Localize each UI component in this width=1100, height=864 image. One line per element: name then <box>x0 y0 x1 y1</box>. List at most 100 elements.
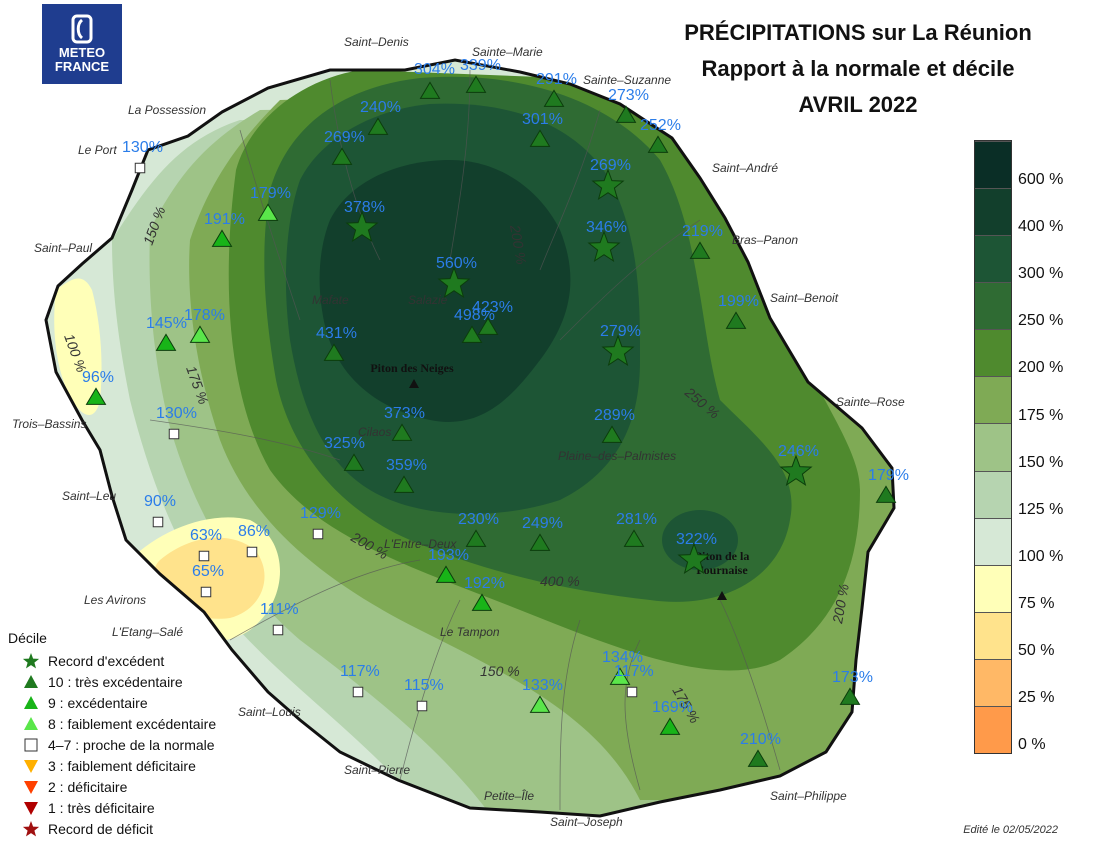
place-label: La Possession <box>128 103 206 117</box>
station-marker: 423% <box>472 299 513 335</box>
legend-triangle-up-icon <box>24 674 38 688</box>
station-marker: 193% <box>428 547 469 583</box>
legend-label: Record d'excédent <box>48 652 165 669</box>
triangle-up-icon <box>647 135 669 153</box>
colorbar-segment <box>975 658 1011 706</box>
colorbar-tick-label: 200 % <box>1018 359 1064 377</box>
square-icon <box>200 586 212 598</box>
legend-square-icon <box>24 738 38 751</box>
boundary-lines <box>149 69 781 811</box>
colorbar-tick-label: 0 % <box>1018 736 1046 754</box>
legend-label: 3 : faiblement déficitaire <box>48 757 196 774</box>
record-excedent-icon <box>587 230 621 263</box>
island-coastline <box>44 58 896 818</box>
place-label: Saint–Benoit <box>770 291 839 305</box>
legend-label: 10 : très excédentaire <box>48 673 183 690</box>
legend-item: 1 : très déficitaire <box>8 797 268 818</box>
station-value-label: 560% <box>436 255 477 272</box>
station-marker: 378% <box>344 199 385 243</box>
peak-piton-des-neiges: Piton des Neiges <box>370 361 454 388</box>
station-value-label: 289% <box>594 407 635 424</box>
station-marker: 304% <box>414 61 455 99</box>
legend-label: 1 : très déficitaire <box>48 799 155 816</box>
summit-icon <box>409 379 419 388</box>
square-icon <box>416 700 428 712</box>
station-marker: 560% <box>436 255 477 299</box>
record-excedent-icon <box>601 334 635 367</box>
place-label: Saint–Pierre <box>344 763 410 777</box>
station-marker: 169% <box>652 699 693 735</box>
triangle-up-icon <box>623 529 645 547</box>
triangle-up-icon <box>367 117 389 135</box>
record-excedent-icon <box>437 266 471 299</box>
station-value-label: 129% <box>300 505 341 522</box>
station-marker: 431% <box>316 325 357 361</box>
station-value-label: 322% <box>676 531 717 548</box>
place-label: Plaine–des–Palmistes <box>558 449 676 463</box>
place-label: Sainte–Rose <box>836 395 905 409</box>
legend-triangle-down-icon <box>24 780 38 794</box>
station-value-label: 281% <box>616 511 657 528</box>
station-value-label: 273% <box>608 87 649 104</box>
record-excedent-icon <box>345 210 379 243</box>
station-marker: 246% <box>778 443 819 487</box>
colorbar-tick-label: 175 % <box>1018 406 1064 424</box>
station-value-label: 96% <box>82 369 114 386</box>
square-icon <box>152 516 164 528</box>
legend-item: 8 : faiblement excédentaire <box>8 713 268 734</box>
station-value-label: 90% <box>144 493 176 510</box>
square-icon <box>312 528 324 540</box>
legend-label: 9 : excédentaire <box>48 694 148 711</box>
station-value-label: 130% <box>156 405 197 422</box>
station-marker: 130% <box>156 405 197 440</box>
map-subtitle: Rapport à la normale et décile <box>701 56 1015 81</box>
station-value-label: 304% <box>414 61 455 78</box>
triangle-up-icon <box>465 75 487 93</box>
triangle-up-icon <box>529 695 551 713</box>
station-marker: 178% <box>184 307 225 343</box>
station-value-label: 378% <box>344 199 385 216</box>
station-value-label: 279% <box>600 323 641 340</box>
triangle-up-icon <box>435 565 457 583</box>
station-marker: 252% <box>640 117 681 153</box>
station-value-label: 339% <box>460 57 501 74</box>
station-marker: 240% <box>360 99 401 135</box>
triangle-up-icon <box>725 311 747 329</box>
station-value-label: 130% <box>122 139 163 156</box>
place-label: Cilaos <box>358 425 391 439</box>
station-marker: 339% <box>460 57 501 93</box>
triangle-up-icon <box>323 343 345 361</box>
station-value-label: 193% <box>428 547 469 564</box>
record-excedent-icon <box>677 542 711 575</box>
square-icon <box>168 428 180 440</box>
station-value-label: 240% <box>360 99 401 116</box>
legend-item: 10 : très excédentaire <box>8 671 268 692</box>
square-icon <box>352 686 364 698</box>
triangle-up-icon <box>419 81 441 99</box>
peak-label: Piton de la <box>695 549 750 563</box>
place-label: Saint–Joseph <box>550 815 623 829</box>
station-value-label: 249% <box>522 515 563 532</box>
station-marker: 130% <box>122 139 163 174</box>
legend-star-icon <box>22 652 40 668</box>
triangle-up-icon <box>529 129 551 147</box>
legend-label: 8 : faiblement excédentaire <box>48 715 217 732</box>
station-value-label: 269% <box>590 157 631 174</box>
station-marker: 90% <box>144 493 176 528</box>
station-value-label: 252% <box>640 117 681 134</box>
station-marker: 133% <box>522 677 563 713</box>
triangle-up-icon <box>155 333 177 351</box>
place-label: L'Etang–Salé <box>112 625 183 639</box>
colorbar-tick-label: 125 % <box>1018 500 1064 518</box>
station-marker: 249% <box>522 515 563 551</box>
station-value-label: 111% <box>260 601 299 618</box>
logo-line2: FRANCE <box>54 59 110 74</box>
map-title: PRÉCIPITATIONS sur La Réunion <box>684 20 1032 45</box>
place-label: Trois–Bassins <box>12 417 86 431</box>
station-marker: 230% <box>458 511 499 547</box>
colorbar-tick-label: 150 % <box>1018 453 1064 471</box>
square-icon <box>272 624 284 636</box>
place-label: Saint–Philippe <box>770 789 847 803</box>
